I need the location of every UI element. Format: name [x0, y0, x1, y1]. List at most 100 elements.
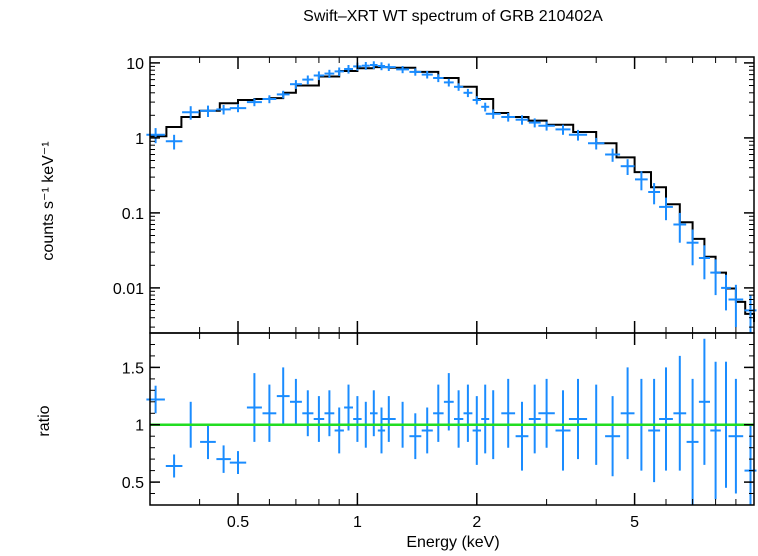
ratio-data-point [246, 373, 262, 442]
ratio-data-point [377, 407, 386, 454]
ratio-data-point [290, 378, 302, 425]
spectrum-data-point [721, 274, 731, 311]
ratio-frame [149, 332, 755, 506]
spectrum-data-point [302, 75, 314, 85]
y-tick-label: 0.01 [113, 281, 144, 298]
spectrum-data-point [421, 71, 433, 79]
spectrum-data-point [620, 159, 635, 175]
ratio-data-point [673, 355, 687, 471]
spectrum-data-point [673, 212, 687, 243]
spectrum-data-point [501, 113, 516, 122]
x-tick-label: 5 [630, 514, 639, 531]
spectrum-data-point [472, 96, 481, 105]
spectrum-data-point [433, 74, 444, 83]
spectrum-data-point [229, 104, 247, 113]
ratio-panel [146, 338, 757, 505]
spectrum-data-point [485, 109, 501, 119]
x-tick-label: 2 [472, 514, 481, 531]
spectrum-data-point [344, 65, 353, 74]
y-tick-label: 10 [126, 56, 144, 73]
y-tick-label: 0.5 [122, 475, 144, 492]
ratio-data-point [659, 367, 673, 471]
spectrum-data-point [648, 183, 661, 205]
ratio-data-point [216, 445, 231, 473]
x-tick-label: 0.5 [227, 514, 249, 531]
ratio-data-point [555, 390, 571, 471]
spectrum-data-point [686, 229, 699, 266]
ratio-data-point [515, 401, 529, 471]
ratio-data-point [370, 390, 378, 437]
spectrum-data-point [728, 284, 744, 328]
ratio-data-point [146, 385, 165, 414]
spectrum-data-point [588, 137, 605, 150]
spectrum-data-point [290, 80, 302, 89]
ratio-data-point [276, 367, 290, 425]
spectrum-data-point [698, 245, 710, 280]
ratio-data-point [463, 384, 473, 442]
spectrum-data-point [605, 148, 621, 162]
spectrum-data-point [710, 259, 721, 296]
ratio-data-point [262, 384, 277, 442]
ratio-data-point [481, 384, 490, 454]
x-axis-label: Energy (keV) [406, 534, 500, 551]
spectrum-data-point [182, 106, 200, 120]
y-tick-label: 0.1 [122, 206, 144, 223]
spectrum-data-point [200, 105, 216, 117]
spectrum-data-point [538, 121, 555, 131]
ratio-data-point [443, 373, 454, 431]
spectrum-data-point [313, 71, 325, 81]
spectrum-data-point [409, 68, 422, 76]
ratio-data-point [409, 413, 422, 460]
ratio-data-point [568, 378, 588, 460]
ratio-data-point [353, 396, 362, 442]
spectrum-data-point [165, 134, 183, 150]
spectrum-y-axis-label: counts s⁻¹ keV⁻¹ [40, 141, 57, 261]
ratio-data-point [165, 454, 183, 478]
spectrum-data-point [334, 67, 344, 76]
ratio-data-point [344, 384, 353, 431]
ratio-data-point [324, 390, 335, 437]
y-tick-label: 1 [135, 418, 144, 435]
spectrum-data-point [515, 115, 529, 125]
ratio-data-point [648, 378, 661, 483]
ratio-data-point [620, 367, 635, 460]
spectrum-data-point [659, 197, 673, 221]
ratio-data-point [433, 384, 444, 442]
spectrum-data-point [381, 63, 396, 71]
spectrum-data-point [443, 78, 454, 87]
spectrum-data-point [555, 124, 571, 135]
spectrum-data-point [246, 98, 262, 107]
model-line [150, 66, 755, 322]
axis-ticks: 10 1 0.1 0.01 1.5 1 0.5 0.5 1 2 5 [113, 56, 754, 531]
ratio-data-point [605, 396, 621, 477]
chart-title: Swift–XRT WT spectrum of GRB 210402A [303, 8, 603, 25]
ratio-data-point [200, 424, 216, 460]
ratio-data-point [381, 396, 396, 442]
ratio-data-point [501, 378, 516, 448]
ratio-data-point [728, 378, 744, 494]
spectrum-data-point [276, 90, 290, 99]
spectrum-data-point [216, 105, 231, 115]
ratio-y-axis-label: ratio [36, 405, 53, 437]
ratio-data-point [454, 390, 464, 448]
x-tick-label: 1 [353, 514, 362, 531]
y-tick-label: 1 [135, 131, 144, 148]
ratio-data-point [229, 451, 247, 474]
y-tick-label: 1.5 [122, 360, 144, 377]
ratio-data-point [334, 407, 344, 454]
spectrum-data-point [454, 83, 464, 91]
spectrum-data-point [361, 62, 370, 70]
spectrum-data-point [463, 88, 473, 98]
spectrum-data-point [146, 128, 165, 144]
spectrum-data-point [377, 62, 386, 71]
spectrum-data-point [568, 129, 588, 141]
ratio-data-point [710, 361, 721, 500]
spectrum-data-point [481, 102, 490, 112]
ratio-data-point [528, 384, 541, 454]
ratio-data-point [472, 396, 481, 465]
ratio-data-point [686, 378, 699, 505]
spectrum-data-point [528, 118, 541, 128]
spectrum-data-point [396, 66, 409, 74]
spectrum-data-point [324, 69, 335, 78]
